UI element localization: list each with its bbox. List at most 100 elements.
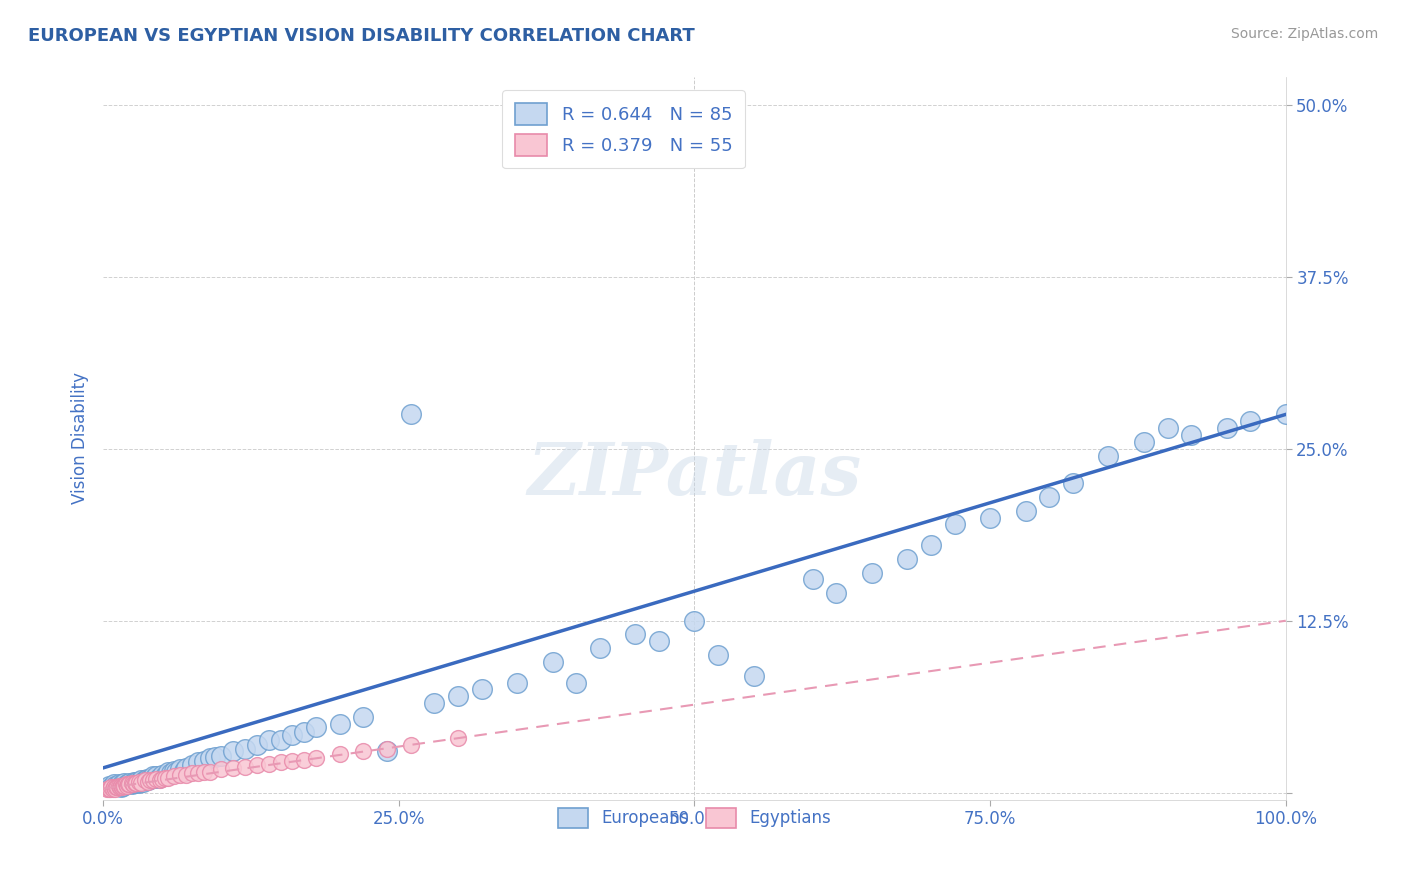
Point xyxy=(1133,434,1156,449)
Point xyxy=(246,758,269,772)
Point xyxy=(134,773,156,788)
Point xyxy=(233,759,256,773)
Point xyxy=(447,731,470,745)
Point xyxy=(132,774,155,789)
Point xyxy=(1156,421,1178,435)
Point xyxy=(648,634,671,648)
Point xyxy=(118,776,141,790)
Point xyxy=(399,738,422,752)
Point xyxy=(128,774,150,789)
Point xyxy=(105,780,128,794)
Point xyxy=(352,744,374,758)
Point xyxy=(233,741,256,756)
Point xyxy=(209,762,232,776)
Point xyxy=(98,781,121,796)
Point xyxy=(100,780,122,794)
Point xyxy=(163,769,186,783)
Point xyxy=(125,776,148,790)
Point xyxy=(122,774,145,789)
Point xyxy=(111,777,134,791)
Point xyxy=(292,753,315,767)
Point xyxy=(257,756,280,771)
Point xyxy=(145,769,167,783)
Point xyxy=(101,781,124,796)
Point xyxy=(270,733,292,747)
Point xyxy=(108,780,131,794)
Point xyxy=(128,774,150,789)
Point xyxy=(112,779,135,793)
Point xyxy=(1062,476,1084,491)
Point xyxy=(1274,408,1296,422)
Point xyxy=(375,741,398,756)
Point xyxy=(1014,504,1036,518)
Point xyxy=(139,773,162,788)
Point xyxy=(100,780,122,794)
Point xyxy=(142,769,165,783)
Text: EUROPEAN VS EGYPTIAN VISION DISABILITY CORRELATION CHART: EUROPEAN VS EGYPTIAN VISION DISABILITY C… xyxy=(28,27,695,45)
Point xyxy=(180,766,202,780)
Point xyxy=(180,758,202,772)
Point xyxy=(114,777,136,791)
Point xyxy=(801,573,824,587)
Text: ZIPatlas: ZIPatlas xyxy=(527,439,862,510)
Point xyxy=(112,779,135,793)
Point xyxy=(589,641,612,656)
Point xyxy=(281,728,304,742)
Point xyxy=(129,773,152,788)
Point xyxy=(305,720,328,734)
Point xyxy=(375,744,398,758)
Point xyxy=(166,764,188,779)
Point xyxy=(107,779,129,793)
Y-axis label: Vision Disability: Vision Disability xyxy=(72,373,89,505)
Point xyxy=(707,648,730,662)
Point xyxy=(110,780,132,794)
Point xyxy=(329,747,352,761)
Point xyxy=(121,777,143,791)
Point xyxy=(115,779,138,793)
Point xyxy=(943,517,966,532)
Point xyxy=(174,761,197,775)
Point xyxy=(136,773,159,788)
Point xyxy=(117,777,139,791)
Point xyxy=(270,756,292,770)
Point xyxy=(129,776,152,790)
Point xyxy=(683,614,706,628)
Point xyxy=(193,764,215,779)
Point xyxy=(136,774,159,789)
Point xyxy=(329,717,352,731)
Point xyxy=(111,780,134,794)
Point xyxy=(121,777,143,791)
Point xyxy=(135,772,157,786)
Point xyxy=(150,768,173,782)
Point xyxy=(157,771,180,785)
Point xyxy=(198,751,221,765)
Point xyxy=(187,766,209,780)
Point xyxy=(246,738,269,752)
Point xyxy=(169,762,191,776)
Point xyxy=(169,768,191,782)
Point xyxy=(112,776,135,790)
Point xyxy=(222,744,245,758)
Point xyxy=(125,774,148,789)
Point xyxy=(506,675,529,690)
Point xyxy=(103,780,125,794)
Point xyxy=(121,776,143,790)
Point xyxy=(98,779,121,793)
Point xyxy=(150,772,173,786)
Point xyxy=(624,627,647,641)
Point xyxy=(565,675,588,690)
Point xyxy=(157,764,180,779)
Point xyxy=(112,779,135,793)
Point xyxy=(153,769,176,783)
Point xyxy=(107,777,129,791)
Legend: Europeans, Egyptians: Europeans, Egyptians xyxy=(551,801,838,835)
Point xyxy=(148,771,170,785)
Point xyxy=(139,772,162,786)
Point xyxy=(198,764,221,779)
Point xyxy=(149,773,172,788)
Point xyxy=(142,773,165,788)
Point xyxy=(118,777,141,791)
Point xyxy=(115,777,138,791)
Point xyxy=(541,655,564,669)
Point xyxy=(222,761,245,775)
